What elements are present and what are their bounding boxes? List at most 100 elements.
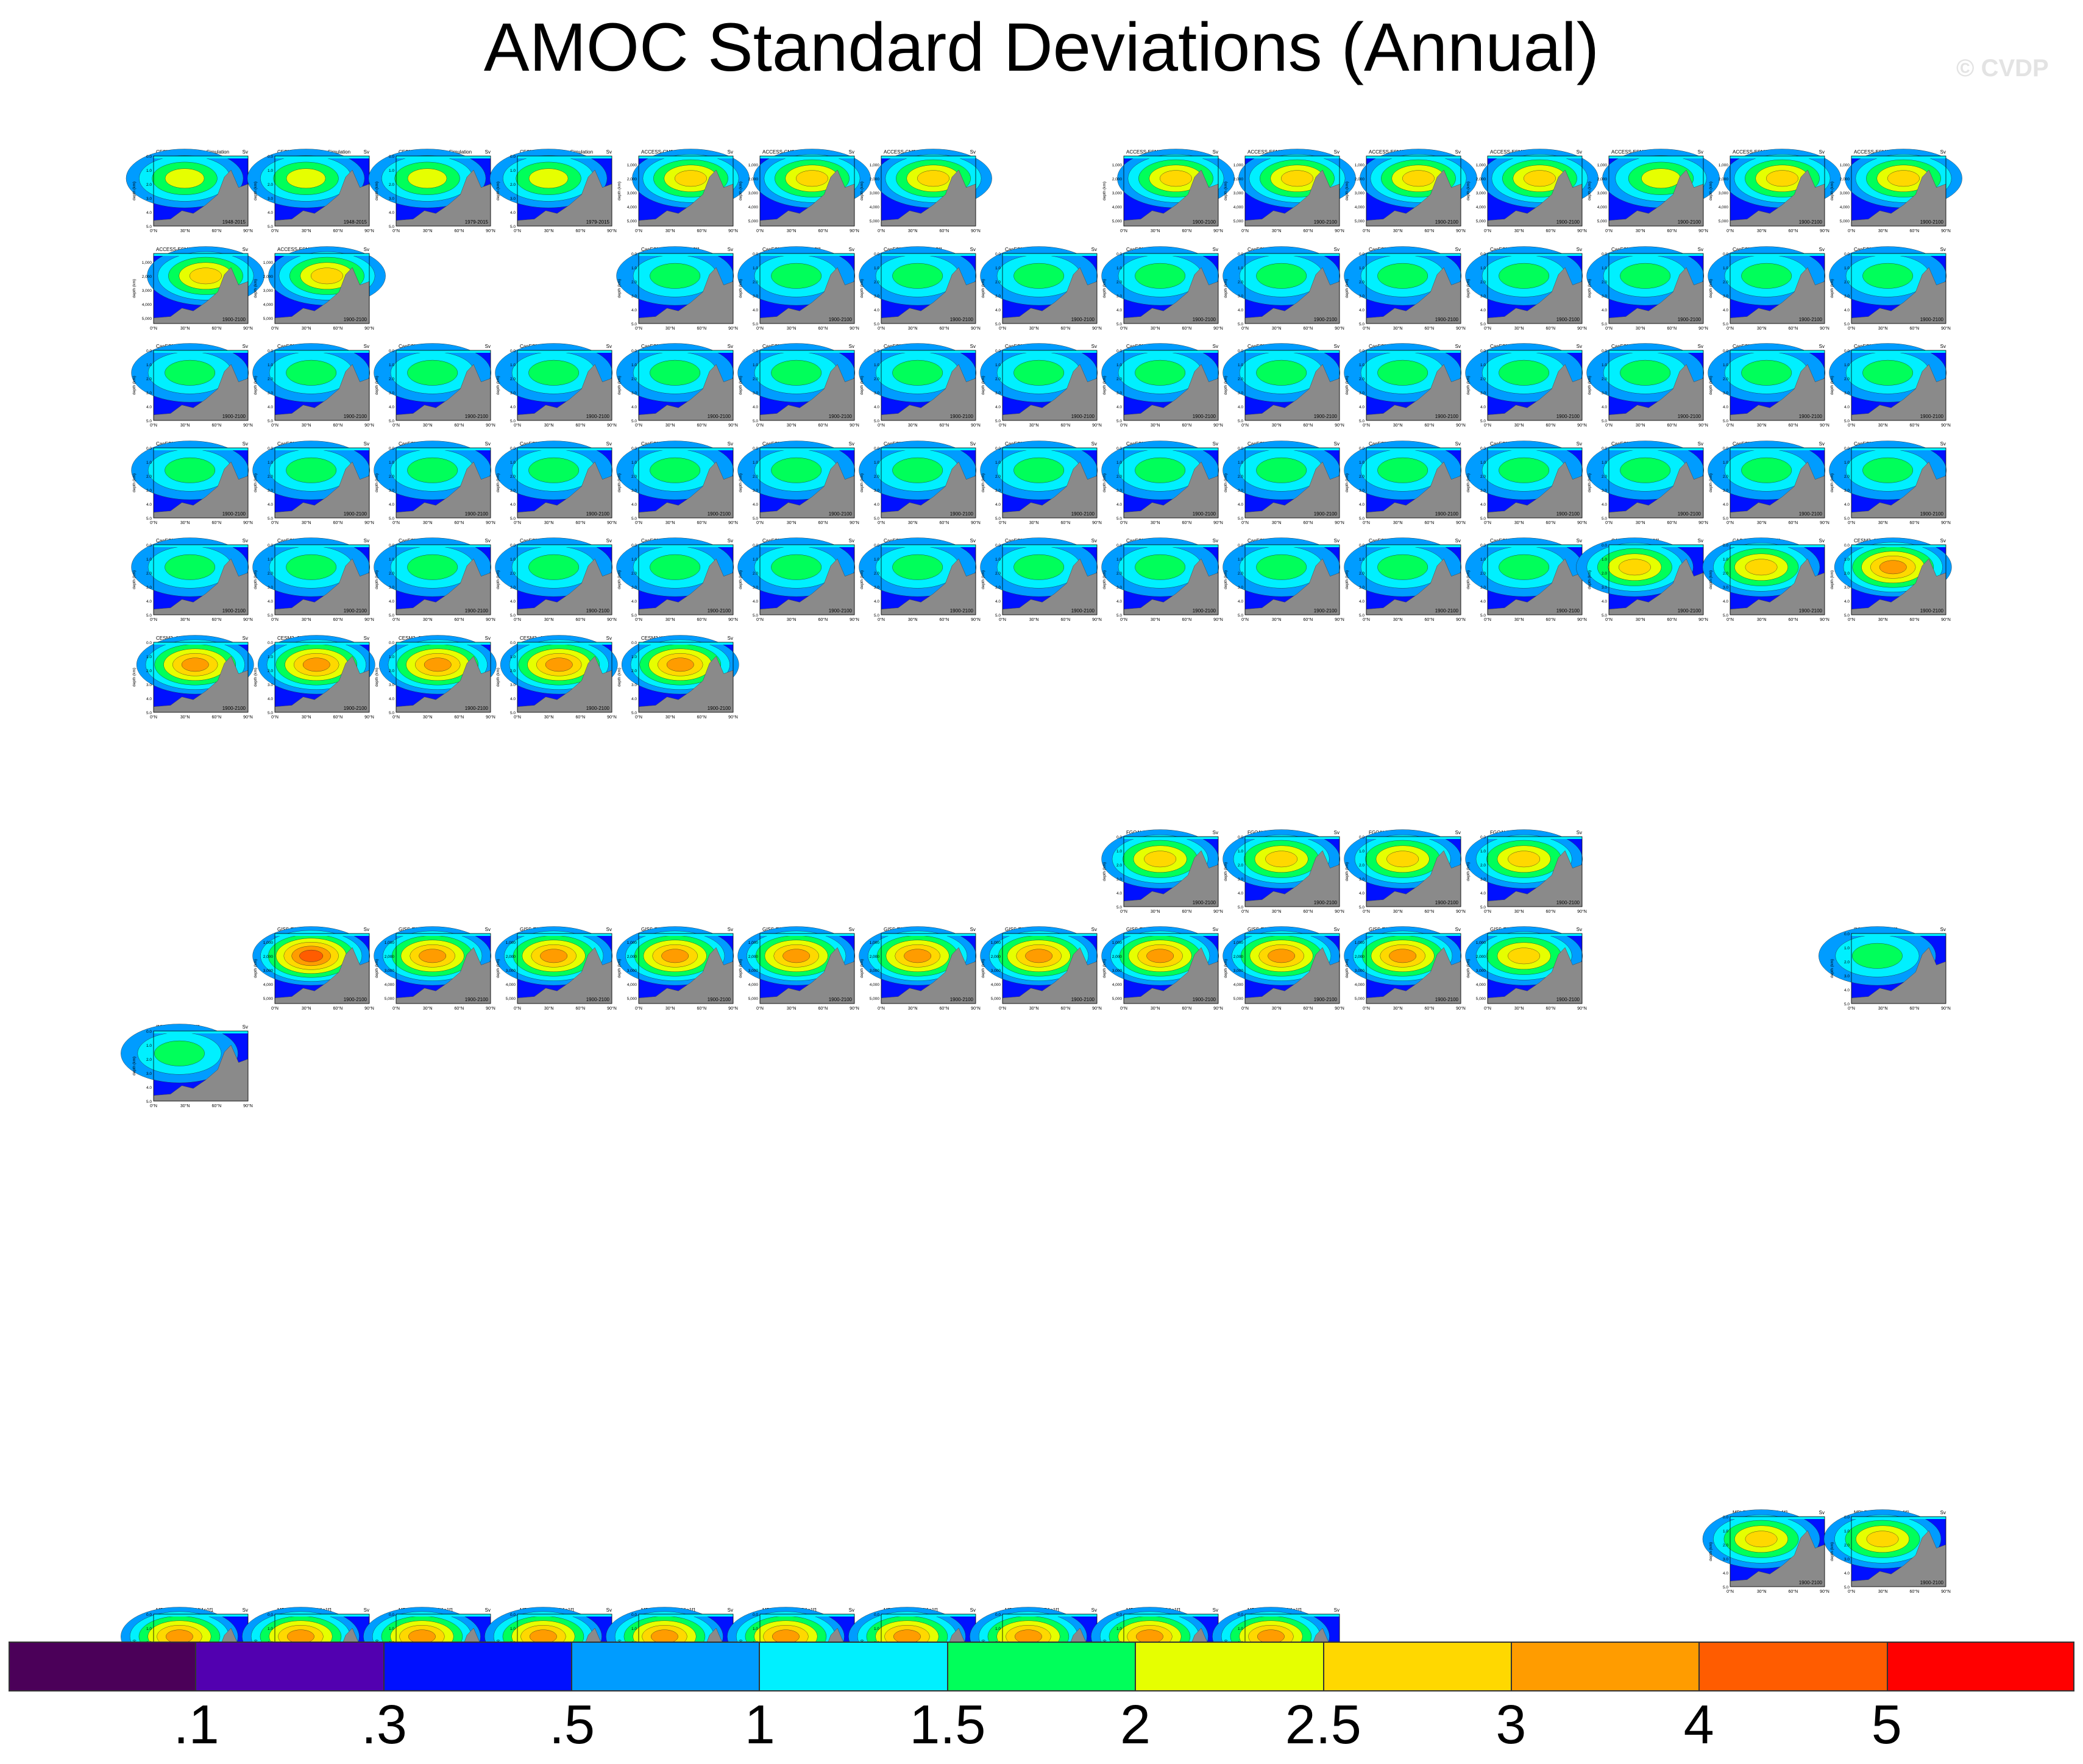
amoc-panel: FGOALS-g3 r4i1p1f1Sv1900-21000°N30°N60°N… — [1463, 828, 1587, 915]
y-tick-label: 2.0 — [1480, 280, 1486, 285]
y-tick-label: 1,000 — [627, 941, 637, 945]
panel-units: Sv — [849, 344, 854, 349]
y-tick-label: 4.0 — [1359, 600, 1364, 604]
panel-plot: CanESM5 r24i1p2f1Sv1900-21000°N30°N60°N9… — [1101, 440, 1223, 525]
x-tick-label: 30°N — [302, 423, 311, 428]
panel-units: Sv — [1213, 538, 1218, 544]
contour-band — [286, 457, 337, 483]
x-tick-label: 0°N — [1241, 228, 1249, 233]
contour-band — [1741, 457, 1792, 483]
y-tick-label: 0.0 — [1480, 252, 1486, 257]
y-tick-label: 1.0 — [753, 363, 758, 367]
panel-plot: CanESM5 r12i1p1f1Sv1900-21000°N30°N60°N9… — [1465, 246, 1587, 331]
x-tick-label: 90°N — [850, 617, 859, 622]
y-tick-label: 1.0 — [146, 1627, 152, 1631]
y-tick-label: 5.0 — [1238, 905, 1243, 910]
x-tick-label: 30°N — [423, 423, 433, 428]
y-axis-label: depth (km) — [1102, 570, 1107, 589]
x-tick-label: 30°N — [1757, 617, 1767, 622]
y-tick-label: 4.0 — [268, 405, 273, 409]
colorbar-tick-label: 2.5 — [1285, 1695, 1361, 1755]
amoc-panel: CanESM5 r23i1p2f1Sv1900-21000°N30°N60°N9… — [857, 439, 981, 526]
contour-band — [1268, 949, 1296, 963]
y-tick-label: 1.0 — [874, 363, 879, 367]
y-tick-label: 1.0 — [1844, 558, 1850, 562]
y-tick-label: 4.0 — [1359, 405, 1364, 409]
contour-band — [904, 949, 932, 963]
panel-units: Sv — [1698, 247, 1703, 252]
x-tick-label: 0°N — [878, 423, 885, 428]
x-tick-label: 0°N — [1120, 228, 1127, 233]
x-tick-label: 30°N — [423, 1006, 433, 1011]
x-tick-label: 0°N — [150, 617, 157, 622]
y-tick-label: 0.0 — [995, 544, 1001, 548]
panel-plot: CanESM5 r14i1p2f1Sv1900-21000°N30°N60°N9… — [252, 343, 374, 428]
y-tick-label: 3.0 — [874, 586, 879, 590]
panel-units: Sv — [1819, 344, 1825, 349]
y-tick-label: 0.0 — [389, 155, 394, 159]
x-tick-label: 0°N — [756, 326, 764, 331]
y-tick-label: 1.0 — [753, 461, 758, 465]
y-tick-label: 2,000 — [1355, 955, 1365, 959]
y-tick-label: 3,000 — [870, 969, 880, 973]
y-tick-label: 3.0 — [146, 197, 152, 201]
panel-units: Sv — [243, 1024, 248, 1030]
y-tick-label: 3.0 — [753, 294, 758, 299]
y-tick-label: 2.0 — [1602, 280, 1607, 285]
y-tick-label: 5.0 — [1480, 322, 1486, 327]
y-tick-label: 2,000 — [142, 274, 152, 278]
x-tick-label: 30°N — [1029, 326, 1039, 331]
y-tick-label: 5,000 — [991, 997, 1001, 1001]
panel-plot: MPI-ESM1-2-HR r2i1p1f1Sv1900-21000°N30°N… — [1823, 1509, 1951, 1594]
panel-units: Sv — [1819, 1510, 1825, 1515]
y-tick-label: 5.0 — [510, 614, 516, 618]
x-tick-label: 30°N — [1272, 617, 1282, 622]
panel-units: Sv — [364, 927, 369, 932]
x-tick-label: 0°N — [150, 520, 157, 525]
y-tick-label: 3.0 — [1844, 489, 1850, 493]
y-tick-label: 4.0 — [995, 405, 1001, 409]
contour-band — [1499, 263, 1550, 289]
x-tick-label: 60°N — [697, 326, 707, 331]
x-tick-label: 30°N — [1757, 1589, 1767, 1594]
y-tick-label: 1.0 — [1359, 849, 1364, 854]
y-tick-label: 3,000 — [263, 969, 274, 973]
y-tick-label: 4.0 — [995, 503, 1001, 507]
panel-units: Sv — [1577, 149, 1582, 155]
x-tick-label: 30°N — [180, 617, 190, 622]
y-tick-label: 2.0 — [389, 377, 394, 381]
y-axis-label: depth (km) — [1345, 959, 1349, 978]
amoc-panel: GISS-E2-1-G r4i1p1f2Sv1900-21000°N30°N60… — [1099, 925, 1223, 1012]
y-tick-label: 5.0 — [146, 419, 152, 423]
y-axis-label: depth (km) — [1224, 376, 1228, 395]
x-tick-label: 0°N — [1726, 520, 1734, 525]
panel-units: Sv — [849, 538, 854, 544]
amoc-panel: CanESM5 r17i1p2f1Sv1900-21000°N30°N60°N9… — [978, 342, 1102, 429]
x-tick-label: 60°N — [455, 228, 464, 233]
x-tick-label: 90°N — [1213, 617, 1223, 622]
x-tick-label: 90°N — [850, 228, 859, 233]
panel-plot: FGOALS-g3 r4i1p1f1Sv1900-21000°N30°N60°N… — [1465, 829, 1587, 914]
contour-band — [1887, 170, 1920, 187]
y-tick-label: 5.0 — [1359, 419, 1364, 423]
y-axis-label: depth (km) — [1709, 182, 1713, 200]
y-tick-label: 0.0 — [753, 544, 758, 548]
y-tick-label: 5.0 — [1116, 614, 1122, 618]
x-tick-label: 0°N — [635, 520, 642, 525]
y-tick-label: 4.0 — [631, 503, 637, 507]
y-tick-label: 3,000 — [1112, 191, 1123, 196]
y-tick-label: 3.0 — [510, 489, 516, 493]
x-tick-label: 90°N — [607, 423, 617, 428]
amoc-panel: ACCESS-ESM1-5 r9i1p1f1Sv1900-21000°N30°N… — [250, 245, 386, 332]
y-tick-label: 1.0 — [510, 363, 516, 367]
y-axis-label: depth (km) — [1345, 473, 1349, 492]
panel-plot: CanESM5 r3i1p1f1Sv1900-21000°N30°N60°N90… — [1708, 440, 1829, 525]
y-axis-label: depth (km) — [1345, 376, 1349, 395]
panel-period: 1900-2100 — [1435, 317, 1459, 322]
y-axis-label: depth (km) — [617, 278, 622, 297]
x-tick-label: 30°N — [1878, 228, 1888, 233]
panel-units: Sv — [364, 1607, 369, 1613]
amoc-panel: CanESM5 r20i1p2f1Sv1900-21000°N30°N60°N9… — [129, 439, 253, 526]
x-tick-label: 60°N — [333, 423, 343, 428]
panel-period: 1900-2100 — [1556, 900, 1580, 905]
